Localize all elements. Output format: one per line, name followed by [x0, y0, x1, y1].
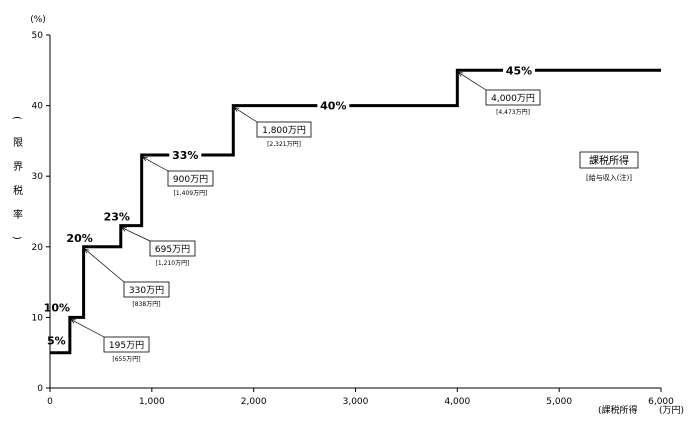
y-tick-label: 20 [32, 243, 44, 253]
rate-label-bg [169, 149, 202, 163]
y-tick-label: 30 [32, 172, 44, 182]
rate-labels: 5% 10% 20% 23% 33% 40% 45% [44, 64, 535, 348]
callout-leader [458, 72, 487, 91]
threshold-box [103, 336, 150, 353]
legend: 課税所得 [給与収入(注)] [579, 151, 639, 182]
threshold-salary-label: [838万円] [132, 301, 160, 308]
y-ticks: 0 10 20 30 40 50 [32, 31, 50, 394]
threshold-label: 195万円 [109, 340, 144, 351]
y-axis-label-char: ) [11, 236, 22, 240]
legend-title: 課税所得 [589, 154, 629, 167]
x-tick-label: 4,000 [444, 397, 470, 407]
x-tick-label: 6,000 [648, 397, 674, 407]
callout-arrowhead [233, 107, 240, 112]
y-axis-label-char: 界 [13, 161, 23, 173]
threshold-box [123, 281, 170, 298]
callout-leader [142, 156, 169, 172]
threshold-box [256, 121, 312, 138]
y-axis-label-char: 限 [13, 137, 23, 149]
rate-label-bg [317, 99, 350, 113]
x-tick-label: 0 [47, 397, 53, 407]
tax-rate-step-line-group [50, 68, 661, 355]
callout-leader [121, 227, 151, 242]
y-tick-label: 50 [32, 31, 44, 41]
callout-arrowhead [70, 318, 76, 324]
rate-label-bg [503, 64, 535, 78]
threshold-box [167, 170, 214, 187]
tax-rate-step-line [50, 68, 661, 355]
y-tick-label: 10 [32, 313, 44, 323]
x-tick-label: 1,000 [139, 397, 165, 407]
rate-label: 10% [44, 301, 70, 314]
callout-leader [84, 248, 125, 283]
threshold-label: 900万円 [173, 174, 208, 185]
callout-leader [70, 319, 105, 338]
threshold-box [485, 89, 541, 106]
rate-label: 5% [47, 335, 66, 348]
rate-label: 20% [66, 232, 92, 245]
x-unit-label: (万円) [659, 405, 684, 416]
threshold-box [149, 240, 196, 257]
threshold-callouts: 195万円 [655万円] 330万円 [838万円] 695万円 [1,210万円] 90… [70, 71, 541, 363]
y-unit-label: (%) [30, 15, 46, 25]
callout-leader [234, 107, 258, 123]
legend-box [579, 151, 639, 169]
callout-arrowhead [457, 71, 464, 77]
rate-label: 45% [506, 64, 532, 77]
threshold-salary-label: [4,473万円] [496, 109, 530, 116]
rate-label: 33% [172, 149, 198, 162]
x-tick-label: 5,000 [546, 397, 572, 407]
threshold-salary-label: [655万円] [112, 356, 140, 363]
y-tick-label: 0 [37, 384, 43, 394]
x-tick-label: 2,000 [241, 397, 267, 407]
threshold-salary-label: [1,409万円] [174, 190, 208, 197]
threshold-label: 1,800万円 [262, 125, 306, 136]
threshold-label: 4,000万円 [491, 93, 535, 104]
legend-subtitle: [給与収入(注)] [586, 173, 632, 182]
rate-label: 40% [320, 100, 346, 113]
x-ticks: 0 1,000 2,000 3,000 4,000 5,000 6,000 [47, 388, 674, 407]
y-axis-label-char: 率 [13, 208, 23, 221]
x-tick-label: 3,000 [343, 397, 369, 407]
x-axis-label: (課税所得 [598, 404, 638, 416]
callout-arrowhead [141, 156, 148, 162]
y-tick-label: 40 [32, 102, 44, 112]
threshold-label: 695万円 [155, 244, 190, 255]
y-axis-label-char: 税 [13, 184, 23, 197]
callout-arrowhead [120, 227, 127, 232]
rate-label: 23% [104, 211, 130, 224]
threshold-label: 330万円 [129, 285, 164, 296]
threshold-salary-label: [2,321万円] [267, 141, 301, 148]
callout-arrowhead [83, 248, 90, 254]
y-axis-label-char: ( [11, 116, 22, 120]
threshold-salary-label: [1,210万円] [156, 260, 190, 267]
